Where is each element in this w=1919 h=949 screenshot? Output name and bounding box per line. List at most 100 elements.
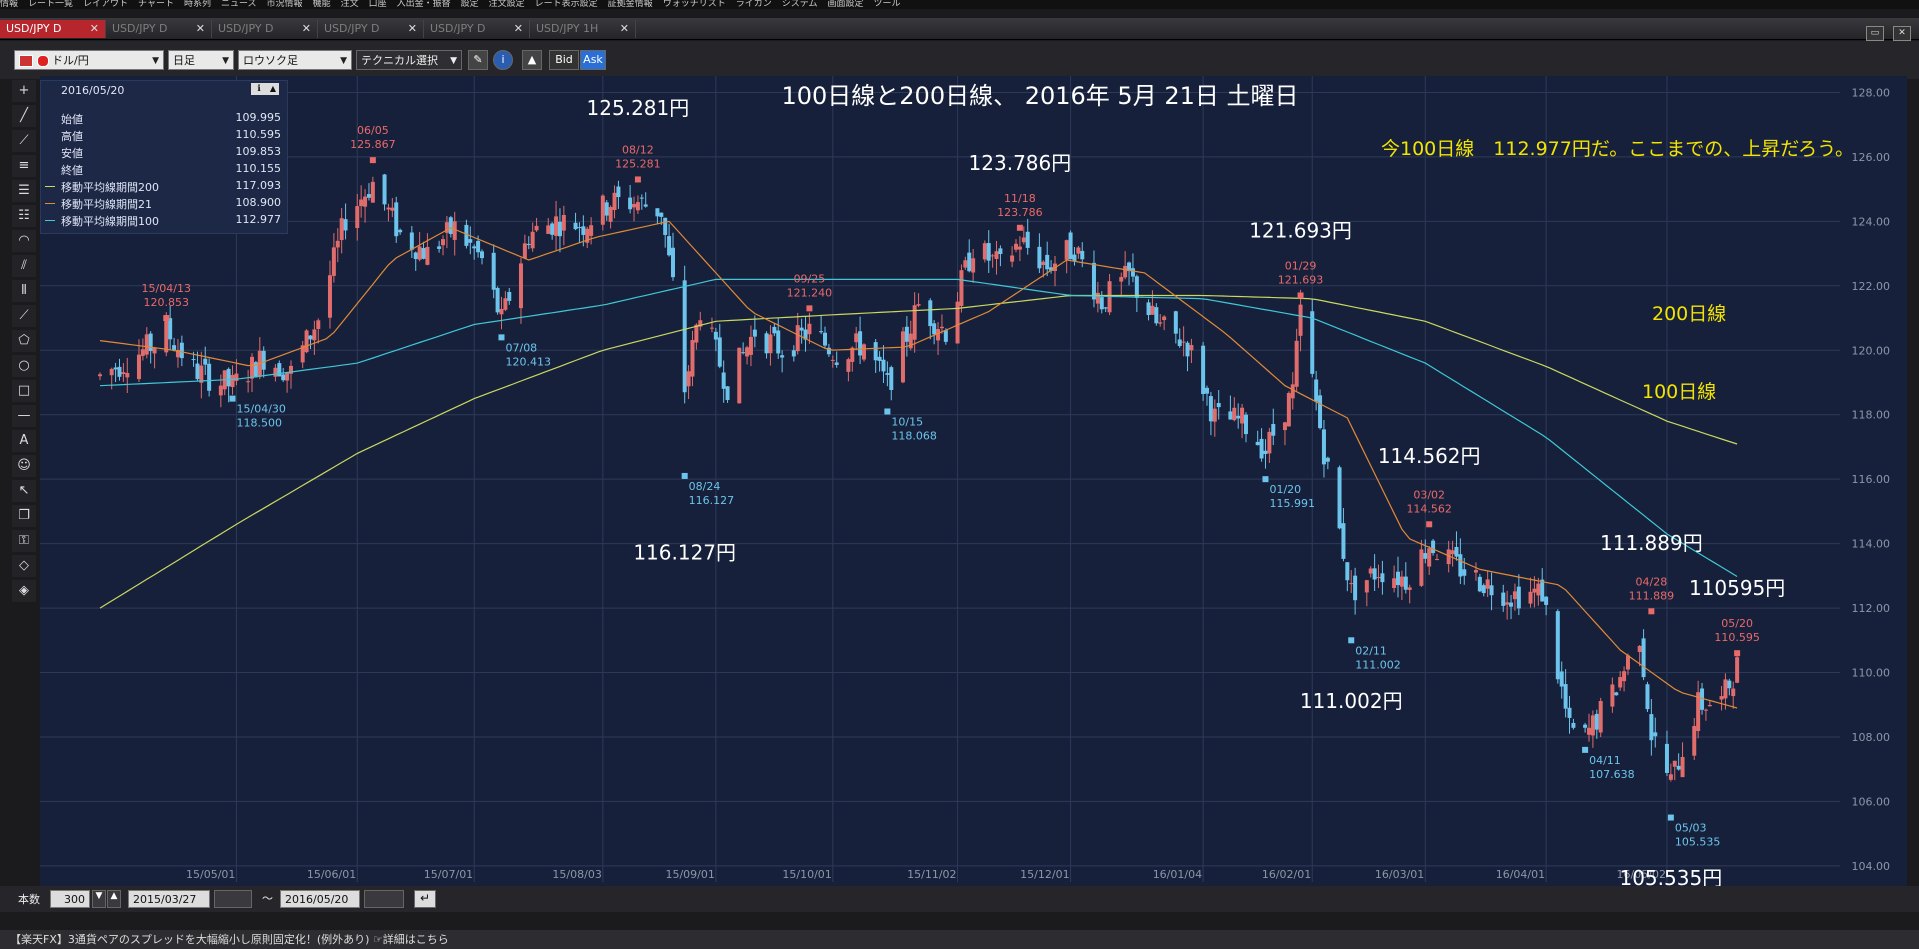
menu-item[interactable]: レート表示設定	[534, 0, 598, 9]
menu-item[interactable]: 機能	[312, 0, 331, 9]
close-tab-icon[interactable]: ✕	[513, 22, 523, 35]
candle-body	[148, 333, 153, 352]
menu-item[interactable]: システム	[781, 0, 818, 9]
tab-label: USD/JPY D	[112, 22, 168, 35]
candle-body	[904, 326, 909, 342]
candle-body	[363, 196, 368, 207]
circle-icon[interactable]: ○	[12, 355, 36, 377]
menu-item[interactable]: 時系列	[183, 0, 211, 9]
arc-icon[interactable]: ◠	[12, 230, 36, 252]
end-date-input[interactable]: 2016/05/20	[280, 890, 360, 908]
ma200-line	[99, 294, 1738, 609]
vertical-lines-icon[interactable]: ⦀	[12, 280, 36, 302]
candle-body	[1446, 549, 1451, 565]
candle-body	[448, 217, 453, 235]
menu-item[interactable]: ウォッチリスト	[662, 0, 726, 9]
menu-item[interactable]: ニュース	[220, 0, 257, 9]
menu-item[interactable]: 設定	[460, 0, 479, 9]
menu-item[interactable]: ツール	[873, 0, 901, 9]
end-time-input[interactable]	[364, 890, 404, 908]
menu-item[interactable]: ライカン	[735, 0, 772, 9]
chart-tab[interactable]: USD/JPY D ✕	[0, 20, 106, 38]
horizontal-lines-icon[interactable]: ≡	[12, 155, 36, 177]
chart-tab[interactable]: USD/JPY D ✕	[106, 20, 212, 38]
menu-item[interactable]: 情報	[0, 0, 19, 9]
menu-item[interactable]: 入出金・振替	[396, 0, 451, 9]
count-up-icon[interactable]: ▲	[107, 890, 121, 908]
rectangle-icon[interactable]: □	[12, 380, 36, 402]
restore-window-icon[interactable]: ▭	[1865, 26, 1884, 41]
menu-item[interactable]: 口座	[368, 0, 387, 9]
candle-body	[1664, 743, 1669, 773]
menu-item[interactable]: チャート	[138, 0, 174, 9]
info-value: 117.093	[235, 179, 282, 192]
channel-icon[interactable]: ☰	[12, 180, 36, 202]
chart-type-select[interactable]: ロウソク足 ▼	[238, 50, 352, 70]
candle-body	[791, 350, 796, 357]
ask-button[interactable]: Ask	[580, 50, 606, 70]
menu-item[interactable]: レート一覧	[28, 0, 74, 9]
bid-button[interactable]: Bid	[549, 50, 579, 70]
period-select[interactable]: 日足 ▼	[168, 50, 234, 70]
chart-tab[interactable]: USD/JPY D ✕	[424, 20, 530, 38]
start-date-input[interactable]: 2015/03/27	[128, 890, 210, 908]
technical-select[interactable]: テクニカル選択 ▼	[356, 50, 462, 70]
close-tab-icon[interactable]: ✕	[407, 22, 417, 35]
fibonacci-icon[interactable]: ☷	[12, 205, 36, 227]
crosshair-icon[interactable]: +	[12, 80, 36, 102]
eraser-all-icon[interactable]: ◈	[12, 580, 36, 602]
cursor-icon[interactable]: ↖	[12, 480, 36, 502]
pencil-icon[interactable]: ✎	[468, 50, 488, 70]
start-time-input[interactable]	[214, 890, 252, 908]
close-tab-icon[interactable]: ✕	[89, 22, 99, 35]
candle-body	[1555, 611, 1560, 680]
pentagon-icon[interactable]: ⬠	[12, 330, 36, 352]
news-ticker[interactable]: 【楽天FX】3通貨ペアのスプレッドを大幅縮小し原則固定化！(例外あり) ☞詳細は…	[0, 930, 1919, 949]
candle-body	[1625, 655, 1630, 670]
line-icon[interactable]: —	[12, 405, 36, 427]
close-tab-icon[interactable]: ✕	[301, 22, 311, 35]
candle-body	[1154, 307, 1159, 324]
candle-body	[807, 323, 812, 335]
apply-range-icon[interactable]: ↵	[414, 890, 436, 908]
candle-body	[803, 329, 808, 340]
marker-date: 05/20	[1721, 617, 1753, 630]
big-price-label: 123.786円	[969, 151, 1072, 175]
menu-item[interactable]: 市況情報	[266, 0, 303, 9]
candle-body	[1076, 247, 1081, 254]
menu-item[interactable]: レイアウト	[83, 0, 129, 9]
close-window-icon[interactable]: ✕	[1893, 26, 1911, 41]
menu-item[interactable]: 画面設定	[827, 0, 864, 9]
chart-tab[interactable]: USD/JPY 1H ✕	[530, 20, 636, 38]
candle-body	[1396, 571, 1401, 586]
pitchfork-icon[interactable]: ⟋	[12, 305, 36, 327]
count-down-icon[interactable]: ▼	[92, 890, 106, 908]
currency-pair-select[interactable]: ドル/円 ▼	[14, 50, 164, 70]
chart-tab[interactable]: USD/JPY D ✕	[318, 20, 424, 38]
menu-item[interactable]: 証拠金情報	[607, 0, 653, 9]
text-icon[interactable]: A	[12, 430, 36, 452]
menu-item[interactable]: 注文設定	[488, 0, 525, 9]
mountain-chart-icon[interactable]: ▲	[522, 50, 542, 70]
menu-item[interactable]: 注文	[340, 0, 359, 9]
count-input[interactable]: 300	[50, 890, 90, 908]
info-row: 移動平均線期間100 112.977	[45, 213, 281, 229]
price-chart[interactable]: 104.00 106.00 108.00 110.00 112.00 114.00 116.…	[40, 76, 1907, 890]
fan-icon[interactable]: ⫽	[12, 255, 36, 277]
emoticon-icon[interactable]: ☺	[12, 455, 36, 477]
close-tab-icon[interactable]: ✕	[619, 22, 629, 35]
candle-body	[639, 197, 644, 199]
lock-icon[interactable]: ⚿	[12, 530, 36, 552]
candle-body	[834, 362, 839, 365]
candle-body	[994, 251, 999, 259]
close-tab-icon[interactable]: ✕	[195, 22, 205, 35]
copy-icon[interactable]: ❐	[12, 505, 36, 527]
info-toggle-icon[interactable]: ℹ	[251, 83, 267, 95]
chart-tab[interactable]: USD/JPY D ✕	[212, 20, 318, 38]
ray-icon[interactable]: ⟋	[12, 130, 36, 152]
info-icon[interactable]: i	[493, 50, 513, 70]
eraser-icon[interactable]: ◇	[12, 555, 36, 577]
collapse-icon[interactable]: ▲	[267, 83, 279, 95]
candle-body	[1271, 423, 1276, 436]
trendline-icon[interactable]: ╱	[12, 105, 36, 127]
